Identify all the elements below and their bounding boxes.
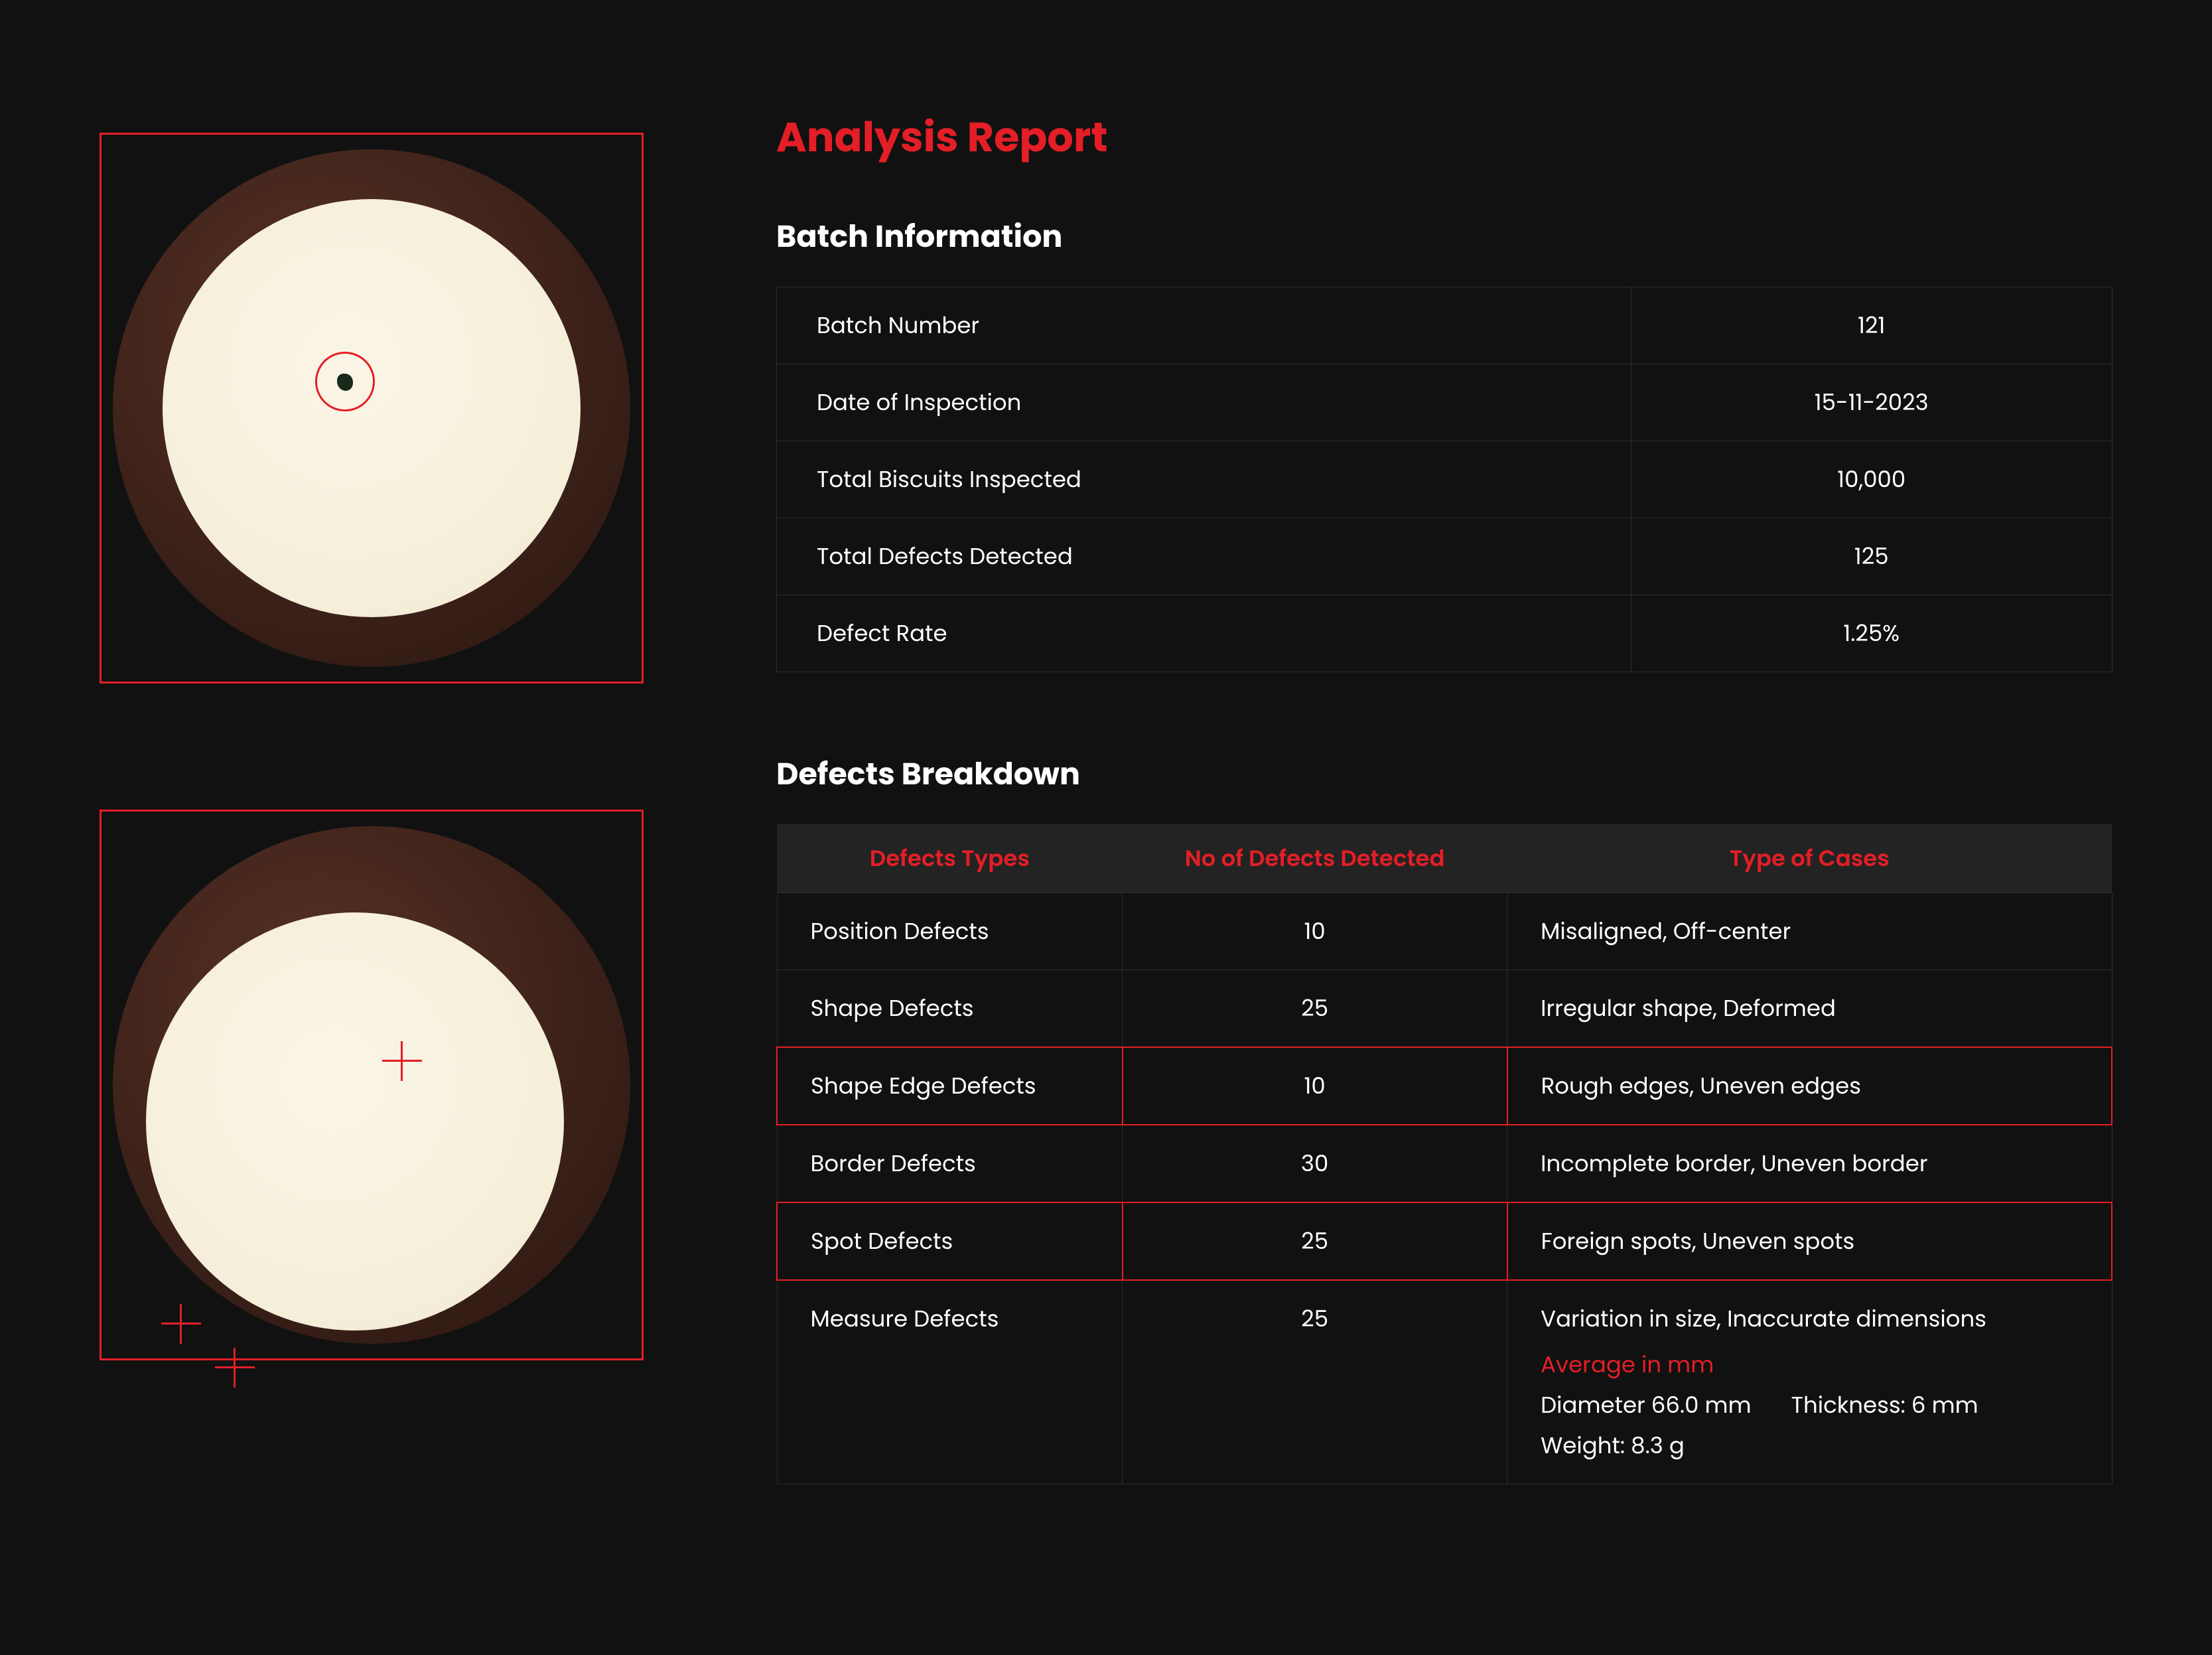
defect-type: Position Defects	[777, 893, 1123, 970]
batch-label: Defect Rate	[777, 595, 1631, 672]
report-column: Analysis Report Batch Information Batch …	[776, 80, 2112, 1484]
table-row: Total Biscuits Inspected10,000	[777, 441, 2112, 518]
batch-value: 125	[1631, 518, 2112, 595]
col-defect-type: Defects Types	[777, 824, 1123, 893]
table-row: Defect Rate1.25%	[777, 595, 2112, 672]
batch-label: Batch Number	[777, 287, 1631, 364]
measure-diameter: Diameter 66.0 mm	[1541, 1388, 1752, 1422]
defect-cross-marker	[215, 1348, 255, 1388]
defect-cases: Misaligned, Off-center	[1507, 893, 2112, 970]
table-row: Spot Defects25Foreign spots, Uneven spot…	[777, 1202, 2112, 1280]
defect-type: Shape Edge Defects	[777, 1047, 1123, 1125]
table-row: Measure Defects25Variation in size, Inac…	[777, 1280, 2112, 1484]
biscuit-image-bottom	[100, 810, 644, 1360]
col-defect-count: No of Defects Detected	[1123, 824, 1507, 893]
report-layout: Analysis Report Batch Information Batch …	[100, 80, 2112, 1484]
defect-count: 25	[1123, 970, 1507, 1048]
defect-cases: Incomplete border, Uneven border	[1507, 1125, 2112, 1202]
defects-table: Defects Types No of Defects Detected Typ…	[776, 824, 2112, 1484]
average-label: Average in mm	[1541, 1348, 2078, 1382]
table-header-row: Defects Types No of Defects Detected Typ…	[777, 824, 2112, 893]
batch-heading: Batch Information	[776, 214, 2112, 260]
batch-label: Total Defects Detected	[777, 518, 1631, 595]
measure-thickness: Thickness: 6 mm	[1791, 1388, 1978, 1422]
defect-type: Spot Defects	[777, 1202, 1123, 1280]
table-row: Position Defects10Misaligned, Off-center	[777, 893, 2112, 970]
defect-type: Measure Defects	[777, 1280, 1123, 1484]
defects-heading: Defects Breakdown	[776, 752, 2112, 798]
batch-info-table: Batch Number121Date of Inspection15-11-2…	[776, 287, 2112, 672]
defect-spot	[337, 374, 353, 391]
defect-cases: Variation in size, Inaccurate dimensions…	[1507, 1280, 2112, 1484]
defect-type: Border Defects	[777, 1125, 1123, 1202]
biscuit-outer	[113, 826, 630, 1344]
measure-weight: Weight: 8.3 g	[1541, 1429, 2078, 1463]
defect-count: 10	[1123, 893, 1507, 970]
table-row: Date of Inspection15-11-2023	[777, 364, 2112, 441]
defect-count: 25	[1123, 1280, 1507, 1484]
table-row: Batch Number121	[777, 287, 2112, 364]
biscuit-inner-offset	[146, 912, 564, 1331]
batch-label: Date of Inspection	[777, 364, 1631, 441]
defect-cross-marker	[161, 1304, 201, 1344]
defect-count: 30	[1123, 1125, 1507, 1202]
table-row: Total Defects Detected125	[777, 518, 2112, 595]
defect-type: Shape Defects	[777, 970, 1123, 1048]
defect-count: 25	[1123, 1202, 1507, 1280]
col-defect-cases: Type of Cases	[1507, 824, 2112, 893]
defect-cases: Irregular shape, Deformed	[1507, 970, 2112, 1048]
batch-label: Total Biscuits Inspected	[777, 441, 1631, 518]
defect-cases: Rough edges, Uneven edges	[1507, 1047, 2112, 1125]
biscuit-image-top	[100, 133, 644, 684]
image-column	[100, 80, 644, 1484]
batch-value: 10,000	[1631, 441, 2112, 518]
batch-value: 121	[1631, 287, 2112, 364]
defect-count: 10	[1123, 1047, 1507, 1125]
defect-cross-marker	[382, 1041, 422, 1081]
batch-value: 15-11-2023	[1631, 364, 2112, 441]
table-row: Border Defects30Incomplete border, Uneve…	[777, 1125, 2112, 1202]
report-title: Analysis Report	[776, 106, 2112, 168]
table-row: Shape Edge Defects10Rough edges, Uneven …	[777, 1047, 2112, 1125]
biscuit-inner	[163, 199, 581, 617]
table-row: Shape Defects25Irregular shape, Deformed	[777, 970, 2112, 1048]
biscuit-outer	[113, 149, 630, 667]
defect-cases: Foreign spots, Uneven spots	[1507, 1202, 2112, 1280]
batch-value: 1.25%	[1631, 595, 2112, 672]
